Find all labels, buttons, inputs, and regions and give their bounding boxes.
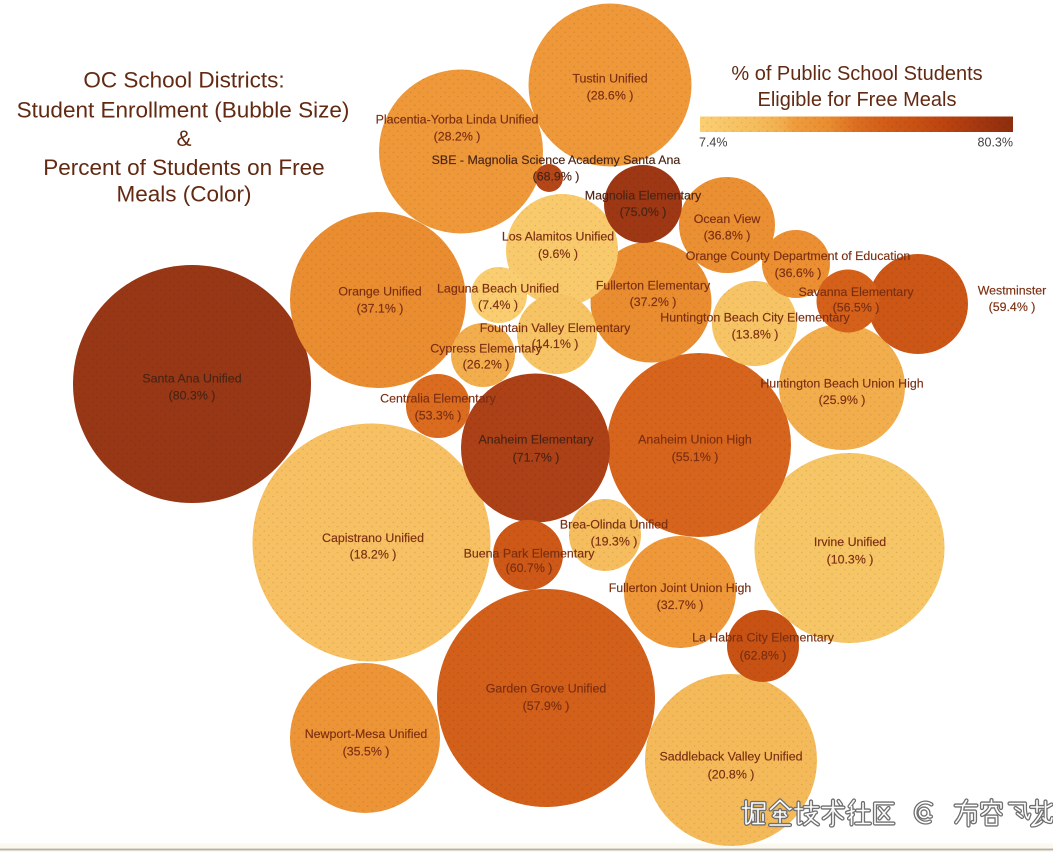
- svg-text:(13.8% ): (13.8% ): [732, 327, 779, 341]
- svg-text:Santa Ana Unified: Santa Ana Unified: [142, 371, 241, 385]
- svg-text:Centralia Elementary: Centralia Elementary: [380, 391, 497, 405]
- svg-text:SBE - Magnolia Science Academy: SBE - Magnolia Science Academy Santa Ana: [432, 153, 681, 167]
- svg-text:OC School Districts:: OC School Districts:: [83, 67, 284, 92]
- svg-text:Westminster: Westminster: [978, 283, 1047, 297]
- svg-text:Anaheim Elementary: Anaheim Elementary: [478, 433, 594, 447]
- svg-text:(10.3% ): (10.3% ): [827, 552, 874, 566]
- svg-text:Saddleback Valley Unified: Saddleback Valley Unified: [659, 749, 802, 763]
- svg-text:Fullerton Elementary: Fullerton Elementary: [596, 279, 711, 293]
- svg-text:(36.6% ): (36.6% ): [775, 266, 822, 280]
- svg-text:Anaheim Union High: Anaheim Union High: [638, 433, 752, 447]
- svg-text:Cypress Elementary: Cypress Elementary: [430, 342, 542, 356]
- svg-text:Garden Grove Unified: Garden Grove Unified: [486, 681, 607, 695]
- svg-text:(14.1% ): (14.1% ): [532, 337, 579, 351]
- svg-text:La Habra City Elementary: La Habra City Elementary: [692, 630, 835, 644]
- svg-text:(75.0% ): (75.0% ): [620, 205, 667, 219]
- svg-text:Savanna Elementary: Savanna Elementary: [798, 285, 914, 299]
- svg-text:(68.9% ): (68.9% ): [533, 170, 580, 184]
- svg-text:Laguna Beach Unified: Laguna Beach Unified: [437, 281, 559, 295]
- svg-text:Fullerton Joint Union High: Fullerton Joint Union High: [609, 581, 752, 595]
- svg-text:Student Enrollment (Bubble Siz: Student Enrollment (Bubble Size): [17, 98, 350, 123]
- svg-text:(20.8% ): (20.8% ): [708, 767, 755, 781]
- svg-text:80.3%: 80.3%: [978, 136, 1013, 150]
- svg-text:(7.4% ): (7.4% ): [478, 298, 518, 312]
- svg-text:Orange Unified: Orange Unified: [338, 284, 421, 298]
- svg-text:(37.1% ): (37.1% ): [357, 301, 404, 315]
- svg-text:Huntington Beach City Elementa: Huntington Beach City Elementary: [660, 310, 850, 324]
- svg-text:Los Alamitos Unified: Los Alamitos Unified: [502, 229, 614, 243]
- svg-text:Irvine Unified: Irvine Unified: [814, 535, 886, 549]
- svg-text:(80.3% ): (80.3% ): [169, 388, 216, 402]
- svg-text:(53.3% ): (53.3% ): [415, 408, 462, 422]
- svg-text:(55.1% ): (55.1% ): [672, 450, 719, 464]
- svg-text:Ocean View: Ocean View: [694, 212, 761, 226]
- svg-text:% of Public School Students: % of Public School Students: [731, 63, 982, 85]
- svg-text:Buena Park Elementary: Buena Park Elementary: [464, 546, 596, 560]
- svg-text:(35.5% ): (35.5% ): [343, 744, 390, 758]
- svg-text:(28.2% ): (28.2% ): [434, 129, 481, 143]
- svg-text:Newport-Mesa Unified: Newport-Mesa Unified: [305, 727, 428, 741]
- svg-text:7.4%: 7.4%: [699, 136, 728, 150]
- svg-text:Huntington Beach Union High: Huntington Beach Union High: [760, 376, 923, 390]
- svg-text:Fountain Valley Elementary: Fountain Valley Elementary: [480, 321, 631, 335]
- svg-text:Eligible for Free Meals: Eligible for Free Meals: [758, 89, 957, 111]
- svg-text:(71.7% ): (71.7% ): [513, 450, 560, 464]
- svg-text:(59.4% ): (59.4% ): [989, 300, 1036, 314]
- svg-text:Magnolia Elementary: Magnolia Elementary: [585, 188, 702, 202]
- svg-text:(19.3% ): (19.3% ): [591, 534, 638, 548]
- svg-text:(32.7% ): (32.7% ): [657, 598, 704, 612]
- svg-text:Orange County Department of Ed: Orange County Department of Education: [686, 249, 911, 263]
- svg-text:(60.7% ): (60.7% ): [506, 561, 553, 575]
- svg-text:Placentia-Yorba Linda Unified: Placentia-Yorba Linda Unified: [376, 112, 539, 126]
- svg-text:Meals (Color): Meals (Color): [116, 181, 251, 206]
- svg-text:(28.6% ): (28.6% ): [587, 88, 634, 102]
- svg-text:(57.9% ): (57.9% ): [523, 699, 570, 713]
- svg-text:(26.2% ): (26.2% ): [463, 358, 510, 372]
- svg-text:Capistrano Unified: Capistrano Unified: [322, 531, 424, 545]
- svg-text:&: &: [176, 126, 191, 151]
- svg-text:(36.8% ): (36.8% ): [704, 229, 751, 243]
- svg-text:(62.8% ): (62.8% ): [740, 648, 787, 662]
- svg-text:Tustin Unified: Tustin Unified: [572, 71, 647, 85]
- svg-text:(56.5% ): (56.5% ): [833, 300, 880, 314]
- svg-text:(9.6% ): (9.6% ): [538, 247, 578, 261]
- svg-text:(37.2% ): (37.2% ): [630, 295, 677, 309]
- svg-text:Percent of Students on Free: Percent of Students on Free: [43, 155, 324, 180]
- svg-text:(25.9% ): (25.9% ): [819, 393, 866, 407]
- svg-text:(18.2% ): (18.2% ): [350, 547, 397, 561]
- svg-text:Brea-Olinda Unified: Brea-Olinda Unified: [560, 518, 668, 532]
